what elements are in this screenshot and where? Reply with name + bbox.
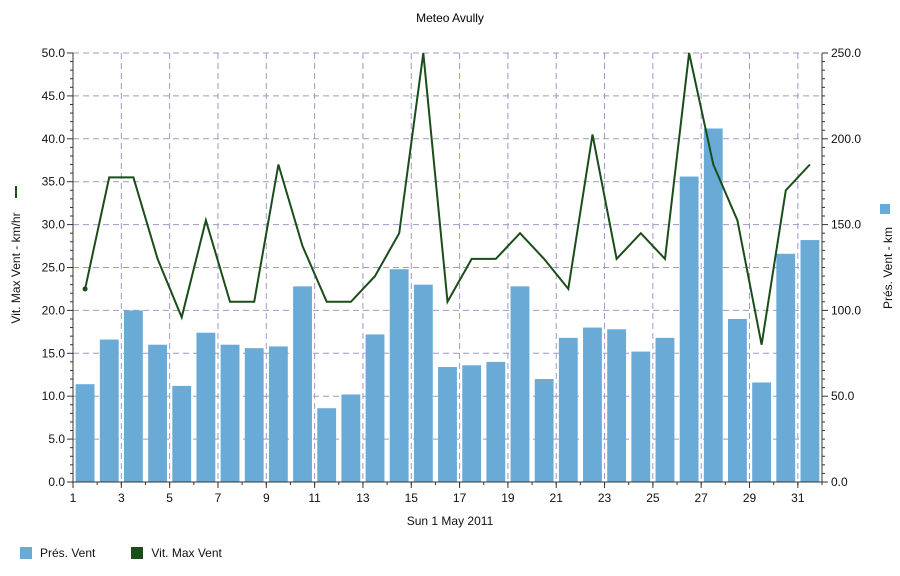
bar-day-30 bbox=[776, 253, 796, 482]
bar-day-15 bbox=[413, 284, 433, 482]
x-axis-title: Sun 1 May 2011 bbox=[407, 514, 494, 528]
bar-day-11 bbox=[317, 408, 337, 482]
legend: Prés. Vent Vit. Max Vent bbox=[20, 546, 222, 560]
x-tick-label: 31 bbox=[791, 491, 805, 505]
x-tick-label: 17 bbox=[453, 491, 467, 505]
bars-series bbox=[75, 128, 820, 482]
chart-title: Meteo Avully bbox=[416, 11, 484, 25]
bar-day-5 bbox=[172, 385, 192, 482]
y-left-tick-label: 45.0 bbox=[42, 89, 66, 103]
legend-label-pres-vent: Prés. Vent bbox=[40, 546, 96, 560]
y-left-tick-label: 35.0 bbox=[42, 175, 66, 189]
y-left-tick-label: 5.0 bbox=[48, 432, 65, 446]
bar-day-22 bbox=[583, 327, 602, 482]
y-left-tick-label: 20.0 bbox=[42, 303, 66, 317]
bar-day-17 bbox=[462, 365, 482, 482]
line-vit-max-vent bbox=[84, 52, 811, 345]
bar-day-10 bbox=[293, 286, 312, 482]
right-axis-series-marker bbox=[880, 204, 890, 214]
x-tick-label: 15 bbox=[405, 491, 419, 505]
legend-swatch-pres-vent bbox=[20, 547, 32, 559]
x-tick-label: 5 bbox=[166, 491, 173, 505]
y-left-tick-label: 40.0 bbox=[42, 132, 66, 146]
y-left-tick-label: 50.0 bbox=[42, 46, 66, 60]
y-right-tick-label: 200.0 bbox=[831, 132, 861, 146]
bar-day-12 bbox=[341, 394, 361, 482]
bar-day-25 bbox=[655, 337, 675, 482]
y-right-tick-label: 100.0 bbox=[831, 303, 861, 317]
line-series bbox=[82, 52, 811, 345]
y-left-tick-label: 15.0 bbox=[42, 346, 66, 360]
y-left-tick-label: 10.0 bbox=[42, 389, 66, 403]
legend-item-pres-vent: Prés. Vent bbox=[20, 546, 95, 560]
bar-day-4 bbox=[148, 344, 167, 482]
legend-item-vit-max-vent: Vit. Max Vent bbox=[131, 546, 222, 560]
bar-day-7 bbox=[220, 344, 240, 482]
x-tick-label: 3 bbox=[118, 491, 125, 505]
bar-day-23 bbox=[607, 329, 627, 482]
bar-day-18 bbox=[486, 361, 506, 482]
x-tick-label: 13 bbox=[356, 491, 370, 505]
bar-day-9 bbox=[268, 346, 288, 482]
bar-day-27 bbox=[703, 128, 723, 482]
x-tick-label: 29 bbox=[743, 491, 757, 505]
x-tick-label: 19 bbox=[501, 491, 515, 505]
bar-day-2 bbox=[99, 339, 119, 482]
ticks: 0.05.010.015.020.025.030.035.040.045.050… bbox=[42, 46, 862, 505]
line-start-point bbox=[82, 286, 88, 292]
bar-day-6 bbox=[196, 332, 216, 482]
bar-day-19 bbox=[510, 286, 530, 482]
bar-day-3 bbox=[123, 310, 143, 482]
bar-day-28 bbox=[728, 318, 747, 482]
y-right-tick-label: 150.0 bbox=[831, 218, 861, 232]
bar-day-26 bbox=[679, 176, 699, 482]
y-left-axis-title: Vit. Max Vent - km/hr bbox=[9, 212, 23, 323]
y-right-tick-label: 0.0 bbox=[831, 475, 848, 489]
bar-day-20 bbox=[534, 379, 554, 482]
y-left-tick-label: 30.0 bbox=[42, 218, 66, 232]
y-right-tick-label: 250.0 bbox=[831, 46, 861, 60]
x-tick-label: 7 bbox=[215, 491, 222, 505]
y-left-tick-label: 25.0 bbox=[42, 261, 66, 275]
bar-day-8 bbox=[244, 348, 264, 482]
bar-day-24 bbox=[631, 351, 651, 482]
legend-label-vit-max-vent: Vit. Max Vent bbox=[151, 546, 222, 560]
y-left-tick-label: 0.0 bbox=[48, 475, 65, 489]
x-tick-label: 1 bbox=[70, 491, 77, 505]
legend-swatch-vit-max-vent bbox=[131, 547, 144, 559]
bar-day-14 bbox=[389, 269, 409, 482]
y-right-axis-title: Prés. Vent - km bbox=[881, 227, 895, 309]
bar-day-31 bbox=[800, 240, 820, 482]
bar-day-1 bbox=[75, 384, 95, 482]
x-tick-label: 9 bbox=[263, 491, 270, 505]
x-tick-label: 21 bbox=[550, 491, 564, 505]
bar-day-29 bbox=[752, 382, 772, 482]
x-tick-label: 25 bbox=[646, 491, 660, 505]
x-tick-label: 27 bbox=[695, 491, 709, 505]
y-right-tick-label: 50.0 bbox=[831, 389, 855, 403]
x-tick-label: 11 bbox=[308, 491, 321, 505]
bar-day-21 bbox=[558, 337, 578, 482]
grid bbox=[73, 52, 822, 482]
bar-day-16 bbox=[438, 367, 457, 482]
bar-day-13 bbox=[365, 334, 385, 482]
x-tick-label: 23 bbox=[598, 491, 612, 505]
